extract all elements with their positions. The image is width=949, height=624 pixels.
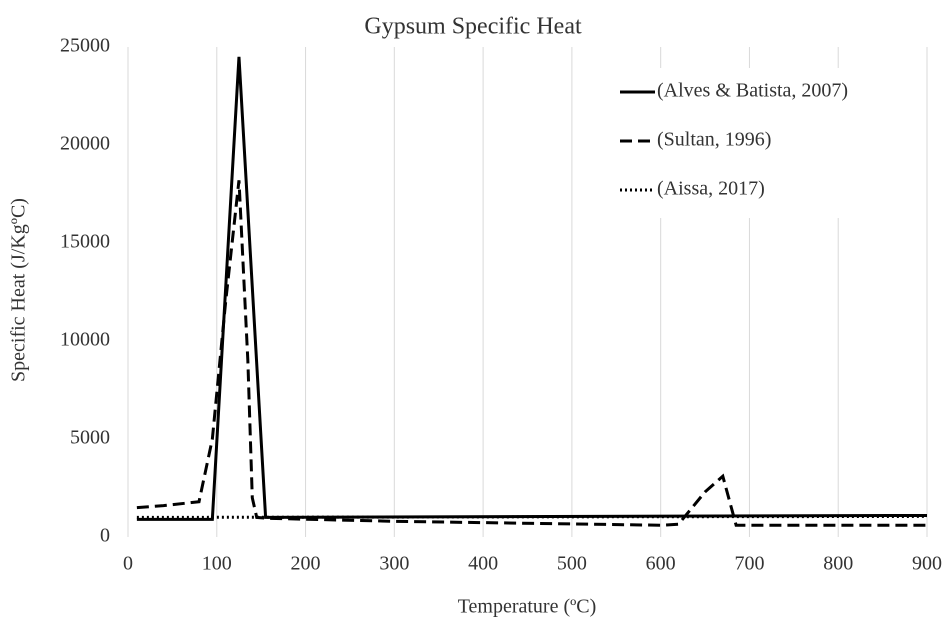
x-tick-label: 900 — [912, 553, 942, 575]
series-line — [136, 56, 928, 521]
x-tick-label: 100 — [202, 553, 232, 575]
x-axis-label: Temperature (ºC) — [458, 596, 597, 618]
legend-label: (Alves & Batista, 2007) — [657, 80, 848, 102]
y-tick-label: 5000 — [70, 427, 110, 449]
x-tick-label: 800 — [823, 553, 853, 575]
x-tick-label: 400 — [468, 553, 498, 575]
series-line — [136, 180, 927, 527]
x-tick-label: 700 — [734, 553, 764, 575]
y-tick-label: 0 — [100, 525, 110, 547]
y-tick-label: 20000 — [60, 133, 110, 155]
series-line — [136, 514, 928, 519]
y-tick-label: 10000 — [60, 329, 110, 351]
chart-title: Gypsum Specific Heat — [364, 14, 582, 40]
x-tick-label: 500 — [557, 553, 587, 575]
x-tick-label: 600 — [646, 553, 676, 575]
x-tick-label: 300 — [379, 553, 409, 575]
y-axis-label: Specific Heat (J/KgºC) — [8, 198, 30, 382]
legend-box — [612, 68, 912, 218]
x-tick-label: 200 — [291, 553, 321, 575]
legend-label: (Aissa, 2017) — [657, 178, 765, 200]
x-tick-label: 0 — [123, 553, 133, 575]
y-tick-label: 25000 — [60, 35, 110, 57]
y-tick-label: 15000 — [60, 231, 110, 253]
legend-label: (Sultan, 1996) — [657, 129, 771, 151]
